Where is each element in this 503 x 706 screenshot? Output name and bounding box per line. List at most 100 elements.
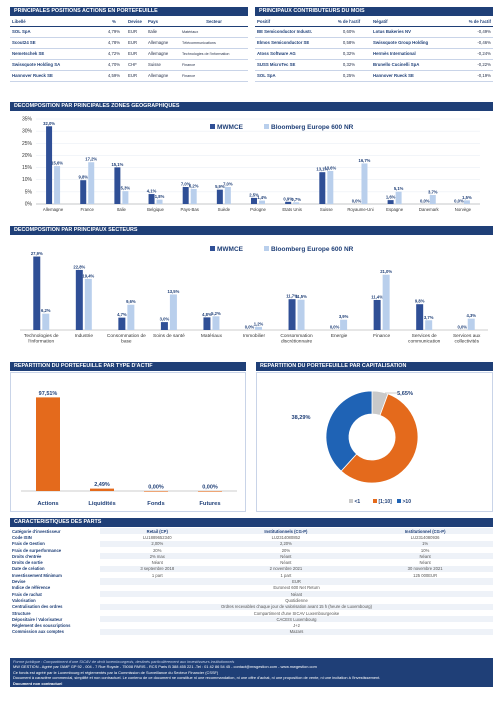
data-label: 15,1% xyxy=(111,162,123,167)
data-label: 7,0% xyxy=(181,182,191,187)
chars-value: CACEIS Luxembourg xyxy=(100,616,493,623)
bar-benchmark xyxy=(190,188,197,204)
chars-label: Règlement des souscriptions xyxy=(12,623,71,629)
chars-row: Droits de sortie Néant Néant Néant xyxy=(10,559,493,565)
position-name: Swissquote Holding SA xyxy=(10,59,102,71)
y-tick-label: 5% xyxy=(25,189,33,195)
data-label: 1,5% xyxy=(462,195,472,200)
bar-mwmce xyxy=(288,299,296,330)
category-label: discrétionnaire xyxy=(281,339,313,345)
category-label: Soins de santé xyxy=(153,333,185,339)
category-label: Norvège xyxy=(455,207,472,212)
contributors-col-positive: Positif xyxy=(255,17,327,27)
data-label: 0,0% xyxy=(454,199,464,204)
position-name: Hannover Rueck SE xyxy=(10,70,102,82)
bar-asset-type xyxy=(198,491,222,492)
chars-value: 2,00% xyxy=(100,540,215,547)
contributor-negative: Lotus Bakeries NV xyxy=(371,26,449,38)
category-label: Energie xyxy=(331,333,348,339)
table-row: SOL SpA 0,25% Hannover Rueck SE -0,19% xyxy=(255,70,493,82)
bar-mwmce xyxy=(148,194,155,204)
chars-value: Néant xyxy=(280,560,292,566)
data-label: 13,5% xyxy=(167,289,179,294)
bar-benchmark xyxy=(54,166,61,204)
chars-value: Retail (CP) xyxy=(100,528,215,535)
legend-swatch xyxy=(397,499,401,503)
contributors-table: Positif % de l'actif Négatif % de l'acti… xyxy=(255,17,493,82)
position-currency: EUR xyxy=(126,37,146,49)
data-label: 4,3% xyxy=(466,313,476,318)
chars-label: Frais de surperformance xyxy=(12,547,62,553)
chars-value: Institutionnels (CG-P) xyxy=(214,528,358,535)
chars-label: Indice de référence xyxy=(12,585,51,591)
chars-label: Valorisation xyxy=(12,597,36,603)
chars-value: J+2 xyxy=(293,623,300,629)
legend-swatch xyxy=(264,124,269,129)
bar-mwmce xyxy=(416,304,424,330)
contributor-positive: BE Semiconductor Industr. xyxy=(255,26,327,38)
data-label: 4,1% xyxy=(147,189,157,194)
y-tick-label: 35% xyxy=(22,117,33,123)
position-pct: 4,79% xyxy=(102,26,126,38)
contributor-negative-pct: -0,46% xyxy=(449,37,493,49)
chars-value: 20% xyxy=(153,547,162,553)
chars-row: Dépositaire / Valorisateur CACEIS Luxembo… xyxy=(10,616,493,623)
position-sector: Télécommunications xyxy=(180,37,248,49)
category-label: Immobilier xyxy=(243,333,266,339)
data-label: 6,2% xyxy=(189,183,199,188)
data-label: 0,0% xyxy=(457,325,467,330)
data-label: 27,9% xyxy=(31,251,43,256)
bar-benchmark xyxy=(425,320,433,330)
chars-value: Néant xyxy=(419,560,431,566)
data-label: 13,6% xyxy=(324,165,336,170)
category-label: communication xyxy=(408,339,441,345)
data-label: 1,2% xyxy=(254,321,264,326)
bar-benchmark xyxy=(395,191,402,204)
contributor-positive: Atoss Software AG xyxy=(255,48,327,60)
chars-value: LU1889652340 xyxy=(142,534,172,540)
category-label: Services aux xyxy=(453,333,481,339)
category-label: Consommation de xyxy=(107,333,146,339)
contributor-positive-pct: 0,32% xyxy=(327,48,371,60)
bar-benchmark xyxy=(127,304,135,330)
legend-swatch xyxy=(210,246,215,251)
bar-mwmce xyxy=(46,126,53,204)
data-label: 5,2% xyxy=(211,311,221,316)
bar-asset-type xyxy=(36,397,60,491)
bar-benchmark xyxy=(88,162,95,204)
data-label: 16,7% xyxy=(359,158,371,163)
legend-label: <1 xyxy=(355,499,361,505)
bar-benchmark xyxy=(429,195,436,204)
bar-mwmce xyxy=(118,317,126,330)
data-label: 0,7% xyxy=(291,197,301,202)
category-label: Royaume-Uni xyxy=(347,207,373,212)
footer-not-contractual: Document non contractuel xyxy=(13,680,63,686)
table-row: BE Semiconductor Industr. 0,60% Lotus Bake… xyxy=(255,26,493,38)
bar-benchmark xyxy=(259,200,265,204)
data-label: 17,2% xyxy=(85,157,97,162)
bar-benchmark xyxy=(42,313,50,330)
positions-col-country: Pays xyxy=(146,17,180,27)
contributors-col-negative-pct: % de l'actif xyxy=(449,17,493,27)
chars-label: Centralisation des ordres xyxy=(12,604,63,610)
chars-label: Droits d'entrée xyxy=(12,553,42,559)
chars-label: Code ISIN xyxy=(12,534,32,540)
legend-label: MWMCE xyxy=(217,246,244,253)
capi-chart: 5,65%56,06%38,29%<1[1;10]>10 xyxy=(256,372,493,512)
data-label: 2,49% xyxy=(94,482,110,488)
chars-table: Catégorie d'investisseur Retail (CP) Insti… xyxy=(10,528,493,636)
bar-asset-type xyxy=(144,491,168,492)
chars-value: Néant xyxy=(357,553,493,560)
table-row: SUSS MicroTec SE 0,32% Brunello Cucinelli … xyxy=(255,59,493,71)
chars-value: 2,20% xyxy=(214,540,358,547)
chars-value: Néant xyxy=(214,553,358,560)
chars-row: Investissement Minimum 1 part 1 part 125 00… xyxy=(10,572,493,578)
data-label: 0,00% xyxy=(202,485,218,491)
category-label: Espagne xyxy=(386,207,404,212)
data-label: 3,0% xyxy=(160,317,170,322)
category-label: Etats Unis xyxy=(282,207,302,212)
positions-table: Libellé % Devise Pays Secteur SOL SpA 4,7… xyxy=(10,17,248,82)
contributors-col-positive-pct: % de l'actif xyxy=(327,17,371,27)
table-row: Hannover Rueck SE 4,59% EUR Allemagne Financ… xyxy=(10,70,248,82)
data-label: 2,5% xyxy=(249,192,259,197)
